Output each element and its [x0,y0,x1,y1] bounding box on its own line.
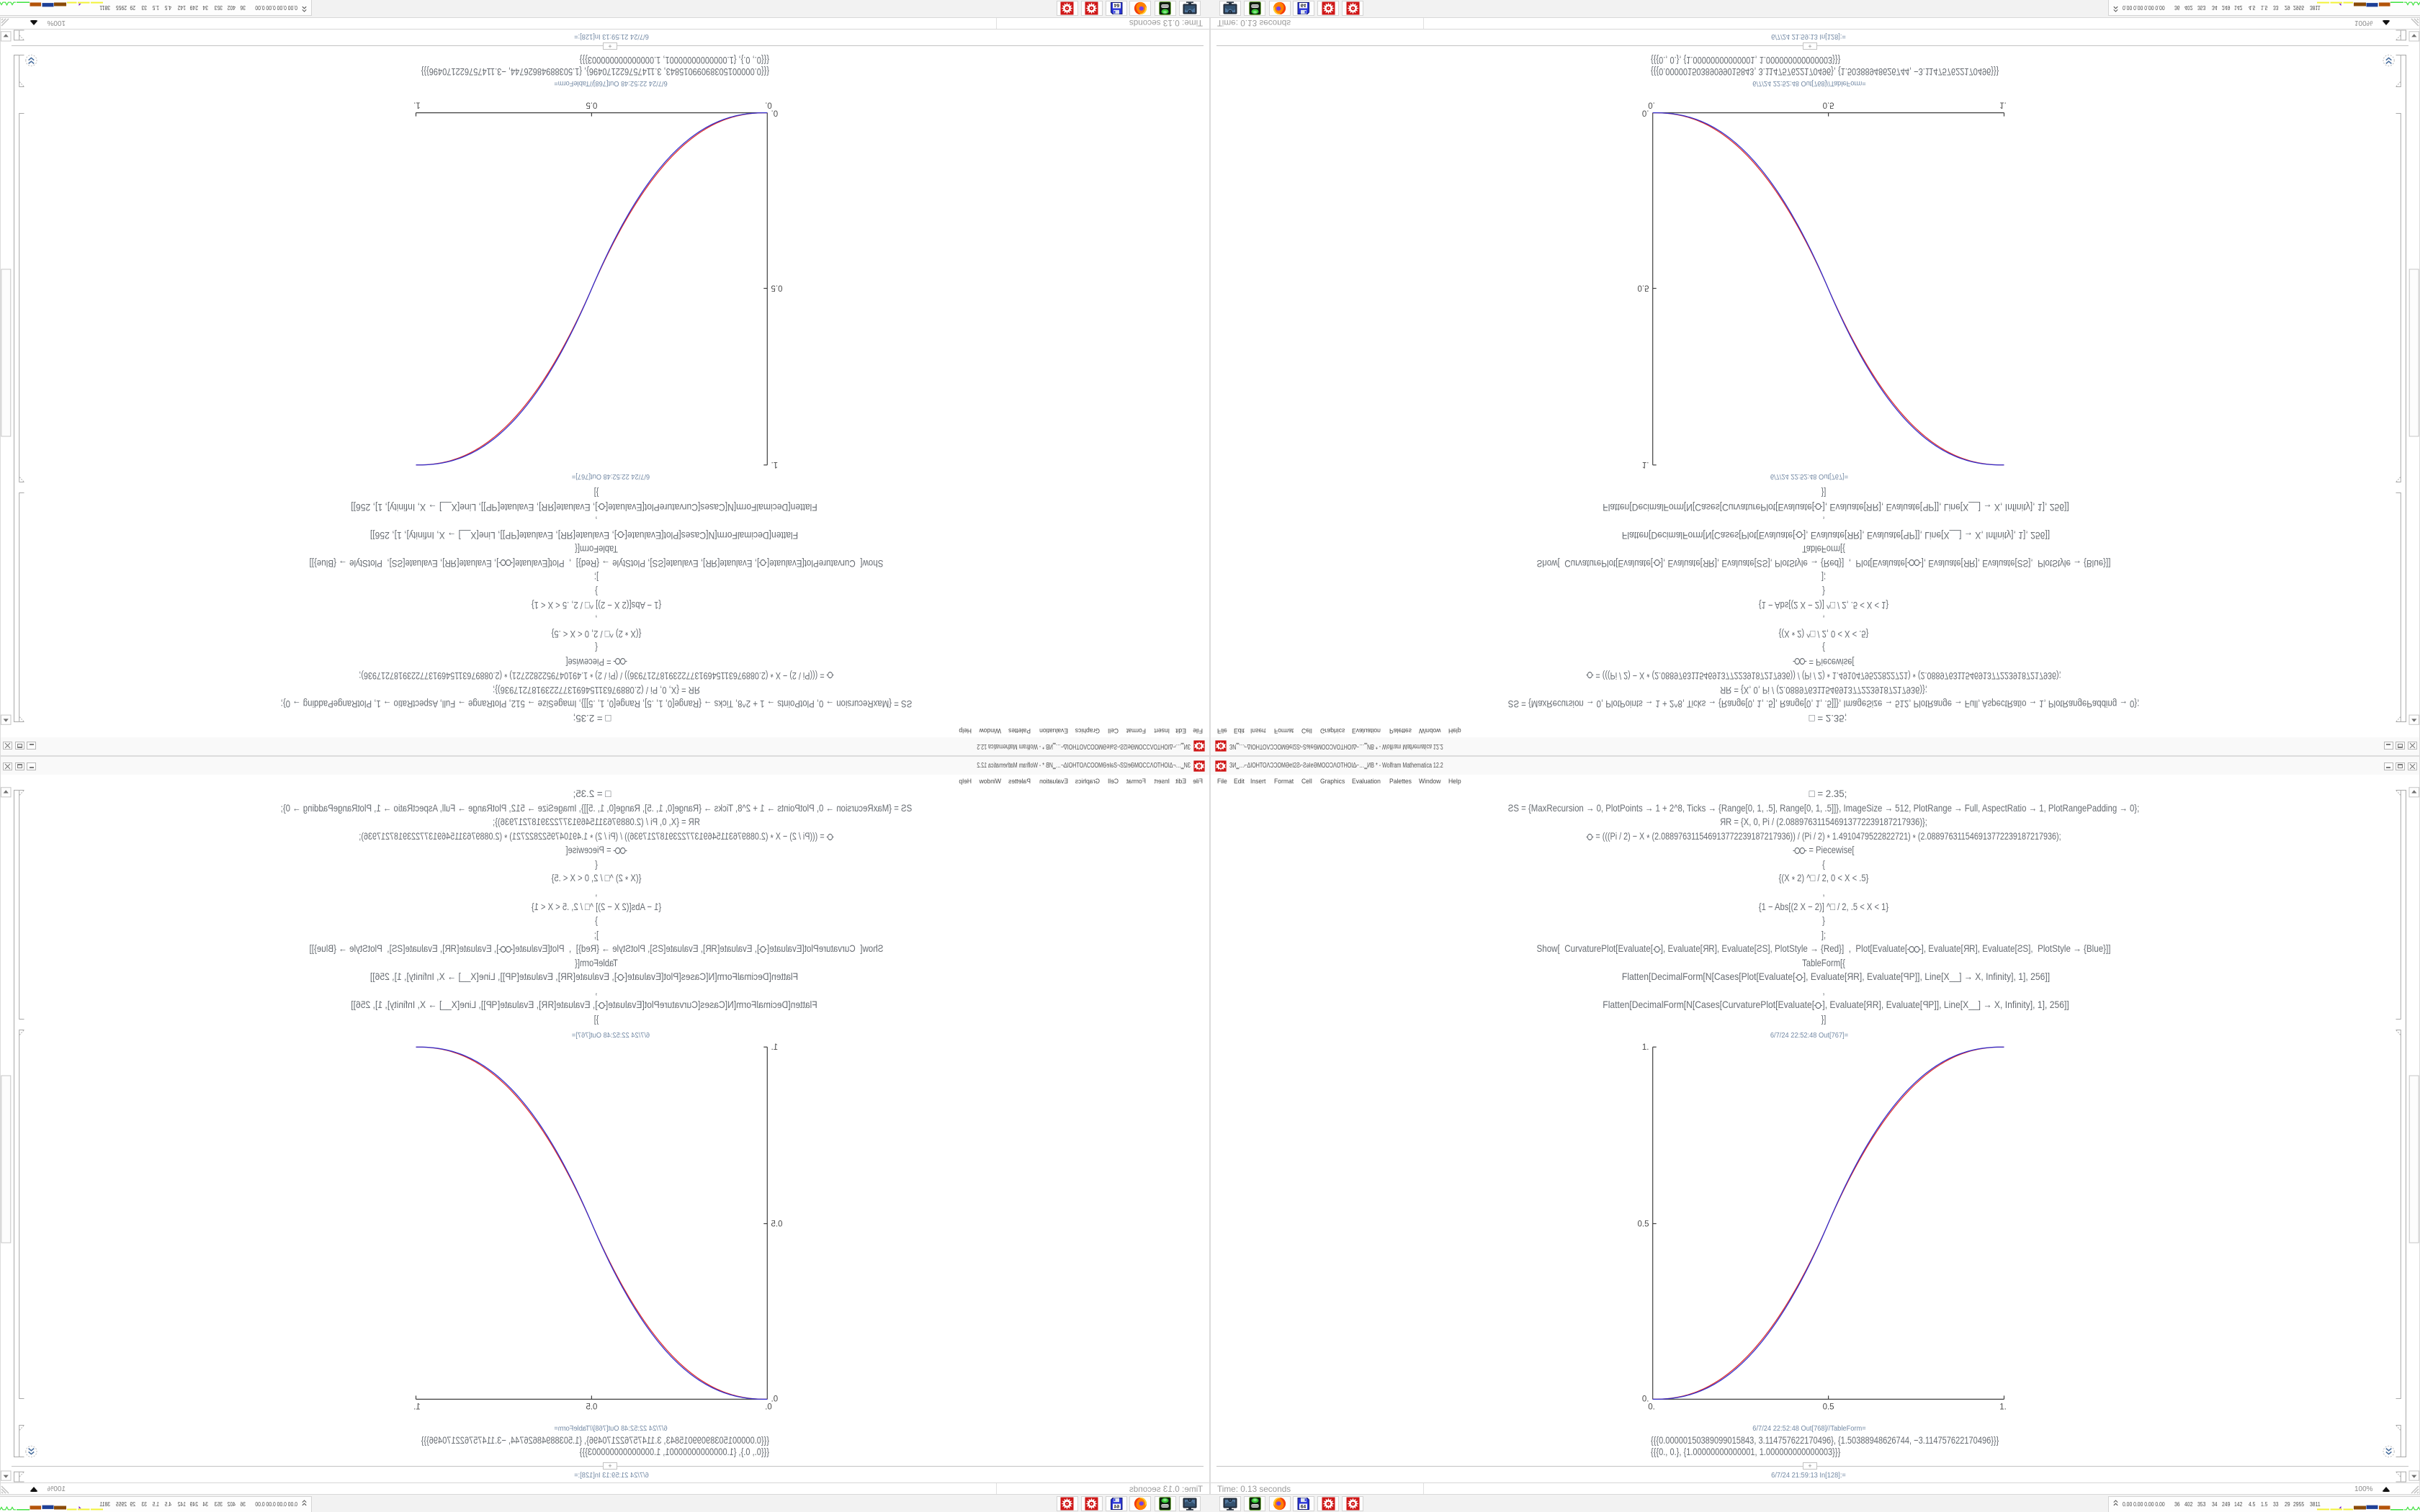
svg-text:64: 64 [1301,2,1307,7]
svg-text:0.5: 0.5 [586,1403,597,1412]
svg-text:0.: 0. [765,101,772,109]
svg-text:0.5: 0.5 [771,1220,783,1229]
svg-text:1.: 1. [1999,101,2007,109]
svg-text:64: 64 [1301,1505,1307,1510]
svg-text:0.5: 0.5 [771,284,783,292]
svg-text:0.: 0. [765,1403,772,1412]
svg-text:0.: 0. [771,109,779,117]
svg-text:1.: 1. [1642,1043,1649,1052]
svg-text:1.: 1. [771,460,779,469]
svg-text:1.: 1. [413,1403,421,1412]
svg-text:1.: 1. [1642,460,1649,469]
svg-text:0.: 0. [1648,1403,1655,1412]
svg-text:0.5: 0.5 [1823,1403,1834,1412]
svg-text:1.: 1. [771,1043,779,1052]
svg-text:0.5: 0.5 [1638,1220,1649,1229]
svg-text:64: 64 [1113,1505,1119,1510]
svg-text:0.: 0. [1648,101,1655,109]
svg-text:1.: 1. [1999,1403,2007,1412]
svg-text:0.5: 0.5 [1823,101,1834,109]
svg-text:64: 64 [1113,2,1119,7]
svg-text:0.: 0. [1642,1395,1649,1404]
svg-text:0.: 0. [1642,109,1649,117]
svg-text:0.5: 0.5 [586,101,597,109]
svg-text:0.5: 0.5 [1638,284,1649,292]
svg-text:0.: 0. [771,1395,779,1404]
svg-text:1.: 1. [413,101,421,109]
